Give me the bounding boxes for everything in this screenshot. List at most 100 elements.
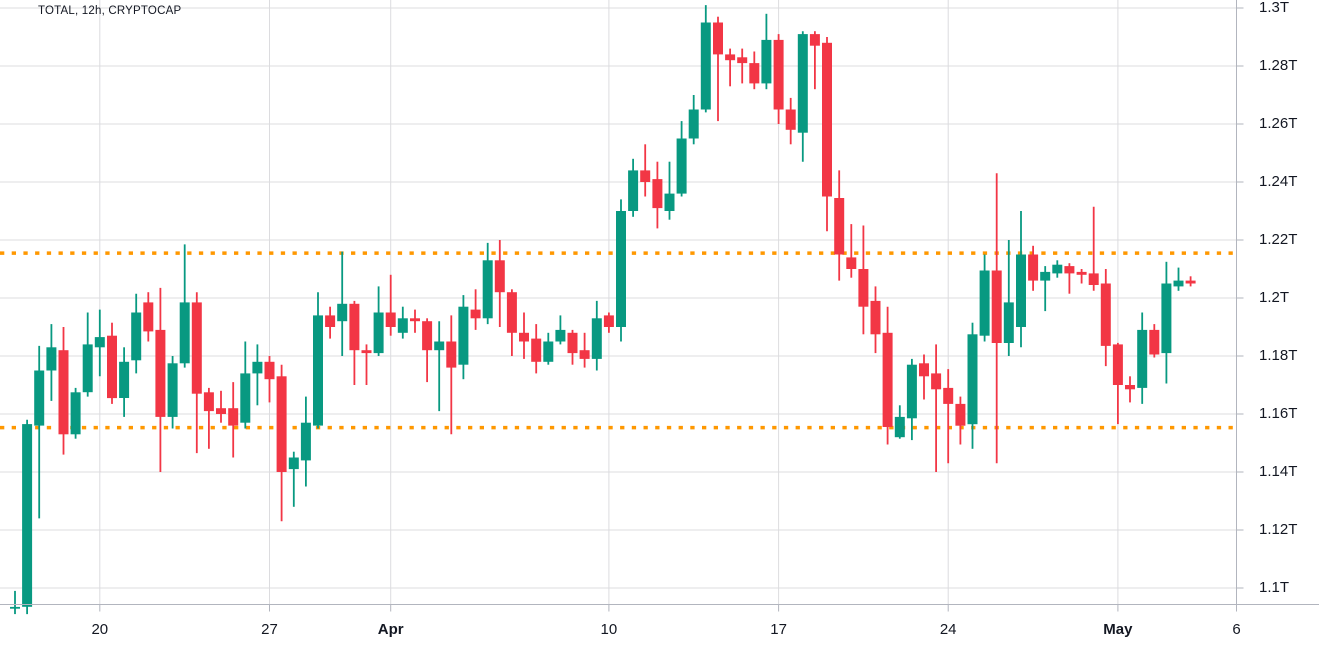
candle (216, 390, 226, 423)
candle-body (1052, 264, 1063, 274)
candle (240, 341, 251, 429)
candle (252, 344, 263, 406)
candle-body (1040, 271, 1051, 281)
candle (410, 309, 420, 333)
time-tick-label: 20 (91, 621, 108, 638)
candle (434, 321, 445, 412)
candle (822, 37, 832, 232)
candle (482, 242, 493, 325)
candle-body (276, 376, 287, 472)
candle (894, 405, 905, 439)
candle-body (337, 303, 348, 322)
candle-body (1076, 271, 1087, 275)
candle (628, 158, 639, 217)
candle-body (955, 403, 966, 426)
candle (143, 292, 154, 342)
time-axis[interactable]: 20 27 Apr 10 17 24 May 6 (0, 604, 1319, 638)
candle (1185, 276, 1196, 287)
candle-body (397, 318, 408, 333)
candle-body (555, 329, 566, 342)
candle (652, 161, 663, 229)
candle (579, 332, 590, 368)
candle-body (591, 318, 602, 359)
candle (955, 396, 966, 445)
candle-body (1003, 302, 1014, 343)
candle-body (203, 392, 214, 412)
candle (58, 327, 69, 455)
candle (603, 312, 614, 333)
candle (349, 300, 360, 385)
candle-body (349, 303, 360, 351)
candle-body (967, 334, 978, 425)
candle-body (143, 302, 154, 332)
symbol-title: TOTAL, 12h, CRYPTOCAP (38, 5, 182, 17)
candle-body (313, 315, 323, 426)
candle (1040, 266, 1051, 312)
candle-body (216, 408, 226, 414)
candle-body (919, 363, 929, 377)
candle-body (434, 341, 445, 351)
candle (640, 144, 651, 197)
candle-body (385, 312, 396, 327)
candle (555, 315, 566, 345)
candle (203, 387, 214, 449)
candle (288, 451, 299, 507)
candle (179, 244, 190, 368)
candle (531, 324, 542, 374)
price-tick-label: 1.28T (1259, 57, 1297, 74)
candle-body (822, 42, 832, 197)
candle (543, 332, 554, 365)
candle (1088, 206, 1099, 291)
candle-body (1112, 344, 1123, 385)
candle (991, 173, 1002, 464)
candle (1064, 263, 1075, 294)
time-tick-label: May (1103, 621, 1133, 638)
time-tick-label: 24 (940, 621, 957, 638)
candle (1149, 324, 1160, 358)
candle-body (1173, 280, 1184, 287)
candle (688, 95, 699, 145)
candle (470, 289, 481, 330)
candle (397, 306, 408, 339)
candle-body (58, 350, 69, 435)
chart-legend-title[interactable]: TOTAL, 12h, CRYPTOCAP (38, 5, 181, 17)
candle (1112, 342, 1123, 425)
price-tick-label: 1.22T (1259, 231, 1297, 248)
candle (1003, 240, 1014, 356)
candle (979, 254, 990, 342)
candle (337, 251, 348, 356)
price-axis[interactable]: 1.3T 1.28T 1.26T 1.24T 1.22T 1.2T 1.18T 1.16T 1.… (1236, 0, 1298, 605)
candle (809, 31, 820, 90)
candle (264, 356, 275, 403)
candle-body (749, 63, 760, 84)
candle-body (131, 312, 142, 361)
candle (1100, 269, 1111, 367)
candle-body (640, 170, 651, 182)
candle-body (797, 34, 808, 133)
candle (797, 31, 808, 162)
candle-body (882, 332, 893, 427)
candle (931, 344, 942, 472)
candle-body (652, 179, 663, 209)
candle-body (906, 364, 917, 419)
time-tick-label: 17 (770, 621, 787, 638)
candle-body (373, 312, 384, 354)
candle-body (46, 347, 57, 371)
candle (46, 324, 57, 401)
candle-body (834, 198, 845, 255)
candle-body (688, 109, 699, 139)
candle-body (34, 370, 45, 426)
candle-body (676, 138, 687, 194)
candle-body (519, 332, 529, 342)
candle-body (300, 422, 311, 461)
price-tick-label: 1.3T (1259, 0, 1289, 16)
candle-body (943, 387, 954, 404)
candle-body (1100, 283, 1111, 346)
candle-body (894, 416, 905, 438)
candle (1052, 260, 1063, 278)
candle-body (361, 350, 372, 354)
candle-body (482, 260, 493, 319)
candle (519, 312, 529, 359)
